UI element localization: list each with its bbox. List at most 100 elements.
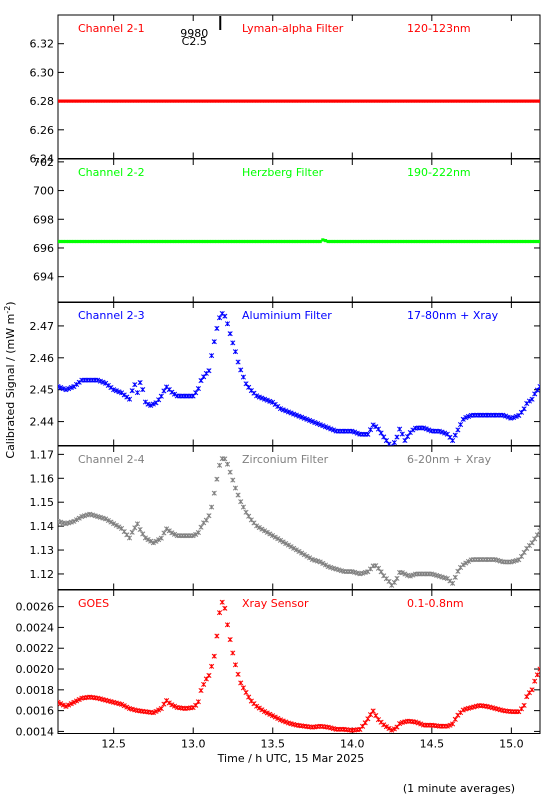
data-point	[358, 99, 362, 103]
data-point	[291, 545, 297, 551]
averaging-note: (1 minute averages)	[403, 782, 515, 795]
data-point	[117, 239, 121, 244]
data-point	[384, 239, 388, 244]
data-point	[272, 714, 278, 720]
data-point	[363, 239, 367, 244]
data-point	[394, 575, 400, 581]
data-point	[527, 239, 532, 244]
data-points	[58, 238, 540, 244]
data-point	[506, 99, 510, 103]
channel-panels: 6.24 6.26 6.28 6.30 6.32 Channel 2-1 Lyman-alp…	[16, 14, 541, 738]
data-point	[532, 678, 538, 684]
data-point	[307, 239, 312, 244]
data-point	[134, 390, 141, 396]
data-point	[190, 533, 196, 539]
data-point	[501, 239, 505, 244]
data-point	[132, 382, 138, 388]
data-point	[149, 239, 153, 244]
data-point	[119, 701, 125, 707]
y-tick-label: 2.47	[30, 320, 55, 333]
data-point	[198, 378, 204, 384]
y-axis-title-main: Calibrated Signal / (mW m	[4, 314, 17, 459]
data-point	[259, 526, 265, 532]
data-point	[440, 239, 444, 244]
data-point	[151, 239, 155, 244]
data-point	[158, 535, 164, 541]
data-point	[269, 532, 276, 539]
data-point	[416, 239, 420, 244]
data-point	[452, 432, 458, 438]
data-point	[61, 99, 65, 103]
data-point	[533, 239, 537, 244]
data-point	[405, 433, 411, 440]
data-point	[310, 99, 314, 103]
data-point	[183, 239, 187, 244]
data-point	[320, 560, 326, 566]
data-point	[138, 99, 142, 103]
data-point	[451, 99, 455, 103]
data-point	[464, 239, 468, 244]
data-point	[143, 239, 147, 244]
data-point	[426, 427, 432, 433]
data-point	[374, 239, 378, 244]
data-point	[400, 239, 404, 244]
y-tick-label: 0.0016	[16, 705, 55, 718]
data-point	[505, 414, 511, 420]
data-point	[514, 239, 518, 244]
data-point	[354, 430, 360, 436]
data-point	[216, 462, 223, 468]
data-point	[77, 239, 81, 244]
data-points	[58, 599, 540, 733]
data-point	[389, 727, 395, 733]
data-point	[72, 239, 76, 244]
data-point	[157, 239, 161, 244]
data-point	[375, 426, 382, 432]
data-point	[124, 704, 130, 710]
data-point	[443, 239, 447, 244]
data-point	[278, 239, 283, 244]
data-point	[236, 99, 240, 103]
data-point	[119, 239, 124, 244]
data-point	[455, 568, 461, 574]
data-point	[272, 534, 278, 540]
x-tick-label: 13.0	[181, 738, 206, 751]
data-point	[162, 99, 166, 103]
data-point	[292, 239, 296, 244]
data-point	[334, 239, 338, 244]
data-point	[133, 239, 137, 244]
data-point	[321, 99, 325, 103]
data-point	[239, 239, 243, 244]
data-point	[318, 239, 322, 244]
data-point	[407, 573, 413, 579]
data-point	[59, 239, 63, 244]
data-point	[214, 476, 220, 482]
data-point	[286, 239, 291, 244]
data-point	[511, 99, 516, 103]
data-point	[227, 469, 233, 475]
data-point	[243, 381, 249, 387]
data-point	[480, 239, 484, 244]
data-point	[159, 239, 163, 244]
data-point	[203, 517, 209, 523]
data-point	[435, 99, 439, 103]
data-point	[235, 359, 241, 365]
panel-frame	[57, 301, 541, 446]
data-point	[125, 99, 129, 103]
data-point	[58, 701, 64, 707]
data-point	[100, 379, 106, 385]
data-point	[145, 401, 151, 407]
data-point	[156, 707, 162, 713]
data-point	[402, 437, 408, 444]
data-point	[474, 239, 479, 244]
data-point	[522, 239, 526, 244]
data-point	[331, 239, 336, 244]
data-point	[126, 535, 133, 541]
data-point	[145, 537, 151, 543]
data-point	[199, 239, 203, 244]
data-point	[365, 431, 371, 437]
data-point	[337, 239, 341, 244]
data-point	[244, 239, 248, 244]
wavelength-band: 17-80nm + Xray	[407, 309, 499, 322]
data-point	[188, 99, 193, 103]
data-point	[534, 532, 540, 538]
